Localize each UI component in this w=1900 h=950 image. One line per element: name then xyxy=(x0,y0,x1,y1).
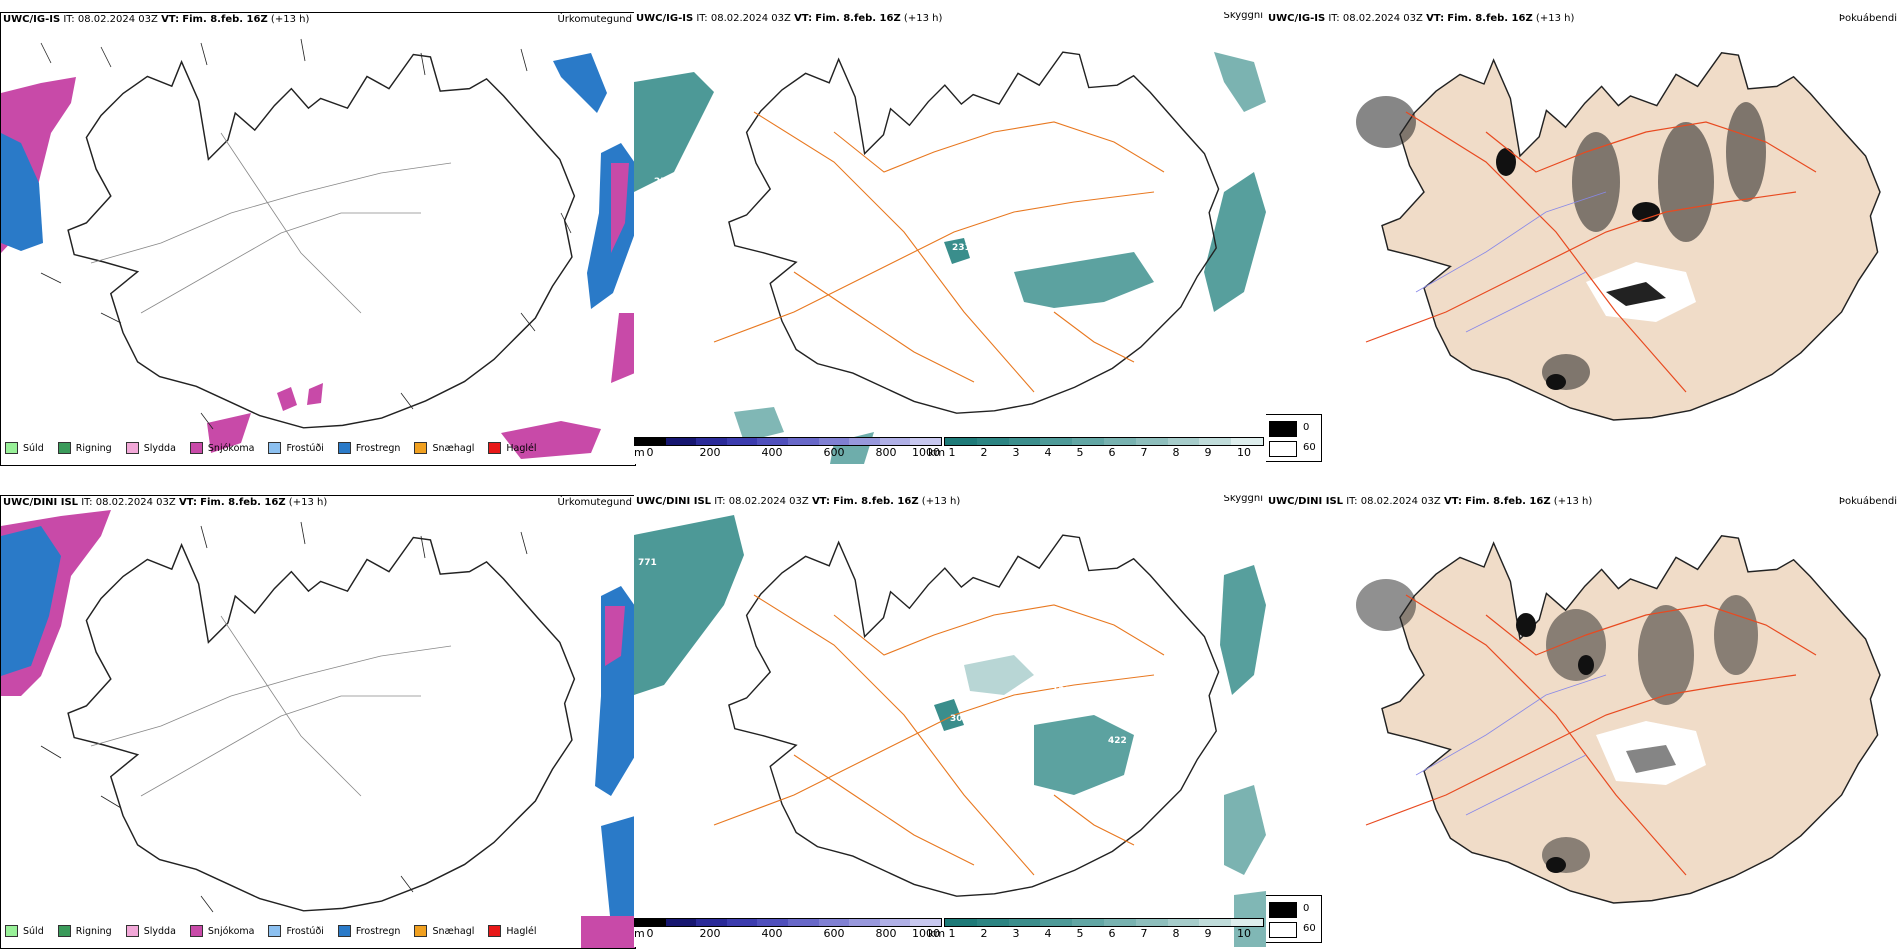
fog-index-legend: 0 60 xyxy=(1266,895,1322,943)
cloudbase-colorbar: m 0 200 400 600 800 1000 xyxy=(634,437,942,461)
visibility-unit: km xyxy=(928,927,946,940)
precip-legend: Súld Rigning Slydda Snjókoma Frostúði Fr… xyxy=(5,442,551,454)
visibility-colorbar: km 1 2 3 4 5 6 7 8 9 10 xyxy=(928,918,1266,942)
vis-label: 422 xyxy=(1108,736,1127,746)
vis-label: 205 xyxy=(994,193,1013,203)
legend-item: Snjókoma xyxy=(189,925,254,937)
legend-item: Súld xyxy=(5,925,44,937)
panel-header: UWC/IG-IS IT: 08.02.2024 03Z VT: Fim. 8.… xyxy=(636,13,943,24)
visibility-map: 253 364 205 231 148 xyxy=(634,51,1266,464)
cloudbase-unit: m xyxy=(634,446,645,459)
fog-index-panel-row1: UWC/IG-IS IT: 08.02.2024 03Z VT: Fim. 8.… xyxy=(1266,12,1900,464)
precip-type-panel-row2: UWC/DINI ISL IT: 08.02.2024 03Z VT: Fim.… xyxy=(0,495,636,949)
legend-item: Haglél xyxy=(488,925,537,937)
panel-title: Skyggni xyxy=(1223,495,1263,504)
precip-map xyxy=(1,38,635,459)
legend-item: Frostúði xyxy=(268,925,324,937)
legend-item: Frostúði xyxy=(268,442,324,454)
vis-label: 231 xyxy=(952,243,971,253)
visibility-colorbar: km 1 2 3 4 5 6 7 8 9 10 xyxy=(928,437,1266,461)
panel-title: Þokuábendi xyxy=(1838,496,1897,507)
panel-header: UWC/DINI ISL IT: 08.02.2024 03Z VT: Fim.… xyxy=(636,496,961,507)
fog-index-legend: 0 60 xyxy=(1266,414,1322,462)
visibility-panel-row2: 771 309 138 422 UWC/DINI ISL IT: 08.02.2… xyxy=(634,495,1266,947)
panel-header: UWC/DINI ISL IT: 08.02.2024 03Z VT: Fim.… xyxy=(1268,496,1593,507)
legend-item: Slydda xyxy=(125,442,176,454)
visibility-panel-row1: 253 364 205 231 148 UWC/IG-IS IT: 08.02.… xyxy=(634,12,1266,464)
legend-item: Slydda xyxy=(125,925,176,937)
vis-label: 148 xyxy=(998,235,1017,245)
cloudbase-colorbar: m 0 200 400 600 800 1000 xyxy=(634,918,942,942)
legend-item: Snjókoma xyxy=(189,442,254,454)
vis-label: 771 xyxy=(638,558,657,568)
fog-map xyxy=(1356,535,1881,904)
legend-item: Rigning xyxy=(57,442,112,454)
visibility-map: 771 309 138 422 xyxy=(634,515,1266,947)
panel-title: Þokuábendi xyxy=(1838,13,1897,24)
legend-item: Snæhagl xyxy=(414,442,474,454)
legend-item: Súld xyxy=(5,442,44,454)
panel-header: UWC/IG-IS IT: 08.02.2024 03Z VT: Fim. 8.… xyxy=(1268,13,1575,24)
panel-header: UWC/IG-IS IT: 08.02.2024 03Z VT: Fim. 8.… xyxy=(3,14,310,25)
cloudbase-unit: m xyxy=(634,927,645,940)
precip-legend: Súld Rigning Slydda Snjókoma Frostúði Fr… xyxy=(5,925,551,937)
legend-item: Haglél xyxy=(488,442,537,454)
vis-label: 309 xyxy=(950,714,969,724)
visibility-unit: km xyxy=(928,446,946,459)
vis-label: 138 xyxy=(1052,686,1071,696)
legend-item: Frostregn xyxy=(337,442,400,454)
legend-item: Frostregn xyxy=(337,925,400,937)
panel-header: UWC/DINI ISL IT: 08.02.2024 03Z VT: Fim.… xyxy=(3,497,328,508)
vis-label: 253 xyxy=(654,177,673,187)
legend-item: Snæhagl xyxy=(414,925,474,937)
vis-label: 364 xyxy=(706,167,725,177)
fog-index-panel-row2: UWC/DINI ISL IT: 08.02.2024 03Z VT: Fim.… xyxy=(1266,495,1900,947)
precip-type-panel-row1: UWC/IG-IS IT: 08.02.2024 03Z VT: Fim. 8.… xyxy=(0,12,636,466)
panel-title: Úrkomutegund xyxy=(557,14,632,25)
panel-title: Skyggni xyxy=(1223,12,1263,21)
precip-map xyxy=(1,510,635,948)
legend-item: Rigning xyxy=(57,925,112,937)
panel-title: Úrkomutegund xyxy=(557,497,632,508)
fog-map xyxy=(1356,52,1881,421)
